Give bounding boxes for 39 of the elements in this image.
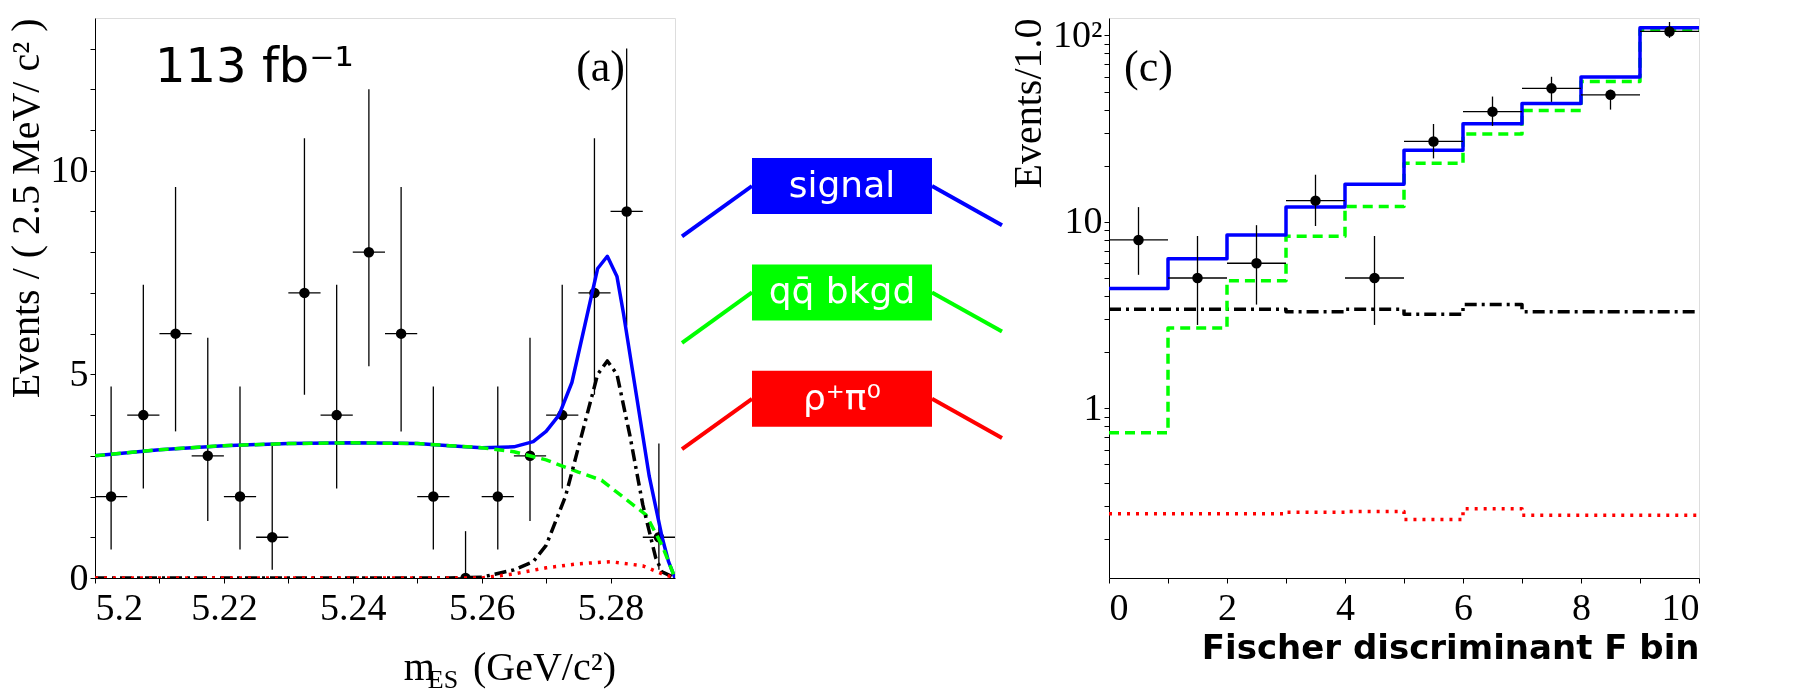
legend-label: qq̄ bkgd [768,270,916,312]
x-tick-label: 5.22 [191,585,258,628]
x-tick-label: 4 [1336,585,1355,628]
point [621,206,632,217]
x-tick-label: 5.24 [320,585,387,628]
y-tick-label: 5 [69,351,89,394]
x-axis-title: Fischer discriminant F bin [1201,626,1700,667]
point [492,491,504,502]
x-tick-label: 5.28 [577,585,645,628]
x-tick-label: 5.26 [448,585,516,628]
y-tick-label: 10 [1064,199,1103,242]
point [266,532,278,543]
point [363,246,375,258]
point [202,450,214,462]
x-tick-label: 0 [1109,585,1129,628]
point [234,491,246,502]
annotation: 113 fb⁻¹ [155,37,354,93]
legend-label: ρ⁺π⁰ [803,376,881,418]
y-axis-title: Events / ( 2.5 MeV/ c² ) [2,18,48,399]
y-axis-title: Events/1.0 [1005,18,1051,189]
x-tick-label: 6 [1454,585,1473,628]
y-tick-label: 10 [50,148,89,191]
legend-label: signal [788,164,896,205]
point [170,328,181,339]
point [138,409,149,421]
annotation: (a) [576,42,625,91]
x-tick-label: 5.2 [95,585,143,628]
point [428,491,439,502]
point [299,287,310,299]
point [105,491,117,502]
x-tick-label: 8 [1572,585,1591,628]
point [395,328,407,339]
y-tick-label: 10² [1053,12,1103,55]
annotation: (c) [1124,42,1173,91]
point [331,409,342,421]
y-tick-label: 1 [1083,385,1103,428]
y-tick-label: 0 [69,555,89,598]
x-tick-label: 2 [1218,585,1237,628]
x-tick-label: 10 [1661,585,1700,628]
